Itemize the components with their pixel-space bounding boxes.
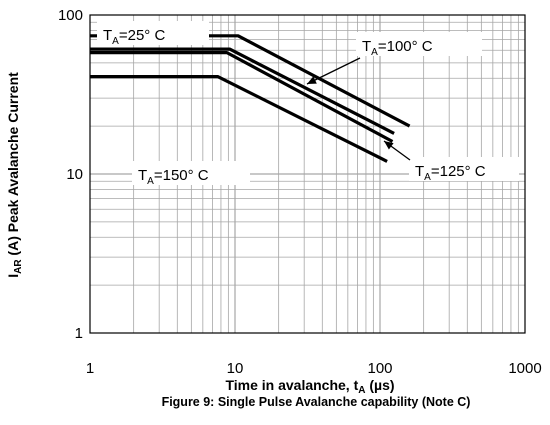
x-tick-label: 1000	[508, 360, 541, 377]
series-line-2	[90, 47, 395, 135]
temperature-annotation: TA=25° C	[103, 27, 165, 47]
annotation-box	[409, 157, 519, 181]
annotation-box	[356, 32, 482, 56]
x-tick-label: 1	[86, 360, 94, 377]
arrow-head-icon	[384, 141, 394, 150]
series-line-3	[90, 50, 394, 143]
annotation-arrow	[306, 57, 361, 85]
x-tick-label: 100	[367, 360, 392, 377]
y-tick-label: 1	[75, 325, 83, 342]
temperature-annotation: TA=150° C	[138, 167, 209, 187]
temperature-annotation: TA=125° C	[415, 163, 486, 183]
y-tick-label: 100	[58, 7, 83, 24]
annotation-box	[132, 161, 250, 185]
figure-caption: Figure 9: Single Pulse Avalanche capabil…	[162, 395, 471, 409]
y-axis-label: IAR (A) Peak Avalanche Current	[5, 72, 24, 278]
annotations: TA=25° C TA=100° C TA=125° C TA=150° C	[97, 21, 519, 187]
y-tick-label: 10	[66, 166, 83, 183]
tick-labels: 1 10 100 1000 1 10 100	[58, 7, 542, 377]
x-tick-label: 10	[227, 360, 244, 377]
arrow-head-icon	[307, 76, 317, 84]
annotation-box	[97, 21, 209, 45]
temperature-annotation: TA=100° C	[362, 38, 433, 58]
plot-area-frame	[89, 14, 526, 334]
series-line-4	[90, 74, 388, 163]
x-axis-label: Time in avalanche, tA (µs)	[225, 377, 394, 396]
